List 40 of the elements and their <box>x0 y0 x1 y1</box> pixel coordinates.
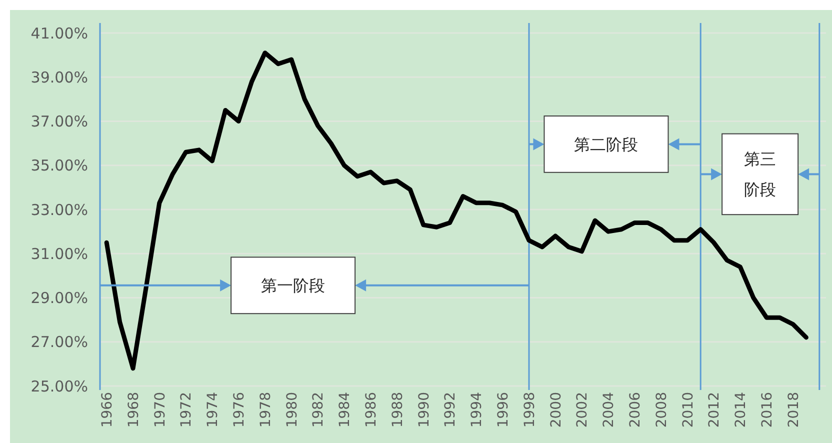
y-tick-label: 37.00% <box>30 112 88 130</box>
y-tick-label: 33.00% <box>30 200 88 219</box>
x-tick-label: 1980 <box>284 392 300 428</box>
x-tick-label: 2008 <box>654 392 670 428</box>
x-tick-label: 2004 <box>601 392 618 428</box>
annotation: 第一阶段 <box>261 276 326 295</box>
line-series <box>104 50 808 371</box>
y-tick-label: 29.00% <box>30 289 88 307</box>
x-tick-label: 1992 <box>442 392 459 428</box>
x-tick-label: 2002 <box>574 392 591 428</box>
x-tick-label: 1998 <box>522 392 538 428</box>
x-tick-label: 1972 <box>178 392 195 428</box>
x-tick-label: 2006 <box>628 392 644 428</box>
x-tick-label: 1966 <box>100 392 116 428</box>
y-tick-label: 31.00% <box>30 244 88 263</box>
x-tick-label: 1978 <box>258 392 274 428</box>
y-tick-label: 41.00% <box>30 24 88 42</box>
y-tick-label: 35.00% <box>30 156 88 175</box>
x-tick-label: 1996 <box>496 392 512 428</box>
x-tick-label: 1994 <box>469 392 486 428</box>
x-tick-label: 2012 <box>706 392 723 428</box>
x-tick-label: 2014 <box>733 392 750 428</box>
x-tick-label: 1968 <box>126 392 142 428</box>
x-tick-label: 1976 <box>232 392 248 428</box>
y-tick-label: 39.00% <box>30 68 88 86</box>
annotation: 第三阶段 <box>744 150 776 199</box>
annotation: 第二阶段 <box>574 134 638 154</box>
x-tick-label: 1974 <box>205 392 222 428</box>
x-tick-label: 2000 <box>548 392 564 428</box>
x-tick-label: 1970 <box>152 392 168 428</box>
x-tick-label: 2010 <box>680 392 696 428</box>
x-tick-label: 1986 <box>364 392 380 428</box>
x-tick-label: 2016 <box>760 392 776 428</box>
y-tick-label: 27.00% <box>30 333 88 352</box>
x-tick-label: 1990 <box>416 392 432 428</box>
x-tick-label: 1988 <box>390 392 406 428</box>
x-tick-label: 1982 <box>310 392 327 428</box>
x-tick-label: 1984 <box>337 392 354 428</box>
y-tick-label: 25.00% <box>30 377 88 396</box>
x-tick-label: 2018 <box>786 392 802 428</box>
